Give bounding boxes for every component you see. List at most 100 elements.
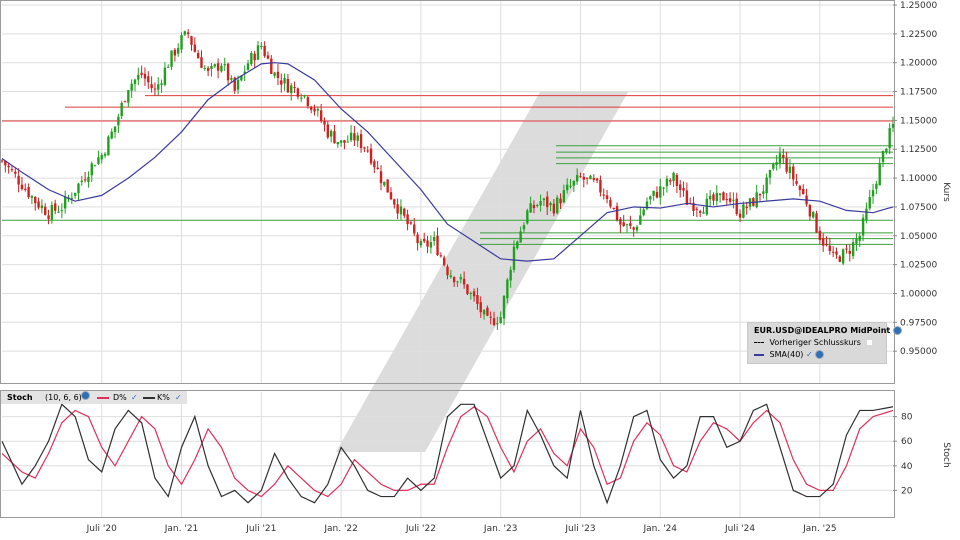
candle-body	[296, 88, 300, 97]
candle-body	[476, 295, 479, 304]
candle-body	[406, 214, 409, 225]
candle-body	[200, 57, 203, 68]
candle-body	[210, 65, 213, 69]
candle-body	[113, 126, 117, 133]
candle-body	[768, 169, 772, 178]
candle-body	[233, 77, 236, 91]
candle-body	[489, 316, 492, 318]
candle-body	[339, 140, 343, 143]
candle-body	[878, 163, 881, 186]
candle-body	[20, 184, 24, 190]
candle-body	[835, 251, 838, 255]
candle-body	[659, 186, 662, 198]
candle-body	[891, 124, 895, 128]
candle-body	[569, 185, 572, 187]
stoch-axis-title: Stoch	[941, 442, 951, 467]
candle-body	[888, 128, 891, 149]
candle-body	[442, 257, 446, 266]
candle-body	[725, 199, 728, 201]
candle-body	[253, 53, 256, 61]
candle-body	[765, 177, 768, 194]
check-icon[interactable]: ✓	[131, 393, 138, 402]
candle-body	[433, 236, 436, 241]
candle-body	[393, 199, 396, 205]
price-legend: EUR.USD@IDEALPRO MidPoint Vorheriger Sch…	[747, 322, 903, 364]
candle-body	[44, 206, 47, 215]
checkbox-icon[interactable]	[867, 340, 873, 345]
candle-body	[87, 176, 90, 182]
candle-body	[542, 198, 546, 201]
x-tick-label: Juli '24	[724, 524, 755, 534]
candle-body	[702, 212, 705, 214]
candle-body	[80, 180, 83, 182]
candle-body	[519, 231, 522, 243]
stoch-tick-label: 60	[901, 437, 913, 447]
candle-body	[0, 160, 4, 162]
candle-body	[316, 109, 320, 111]
sma-40-line	[1, 62, 894, 262]
price-panel-frame	[0, 0, 895, 384]
candle-body	[858, 235, 861, 241]
x-tick-label: Juli '22	[405, 524, 436, 534]
stoch-legend: Stoch (10, 6, 6) D% ✓ K% ✓	[1, 391, 187, 404]
candle-body	[605, 195, 609, 199]
x-tick-label: Jan. '25	[802, 524, 837, 534]
candle-body	[446, 266, 449, 276]
candle-body	[456, 281, 459, 283]
candle-body	[692, 202, 695, 211]
candle-body	[83, 179, 87, 181]
stoch-y-axis: 80 60 40 20	[893, 413, 913, 496]
candle-body	[675, 175, 679, 186]
check-icon[interactable]: ✓	[175, 393, 182, 402]
stoch-d-line	[1, 406, 894, 498]
check-icon[interactable]: ✓	[805, 350, 813, 359]
candle-body	[34, 196, 37, 204]
candle-body	[772, 163, 775, 169]
x-tick-label: Juli '23	[564, 524, 595, 534]
x-tick-label: Jan. '22	[323, 524, 358, 534]
candlesticks	[0, 29, 895, 330]
candle-body	[526, 210, 529, 224]
candle-body	[426, 240, 429, 247]
candle-body	[798, 186, 802, 190]
candle-body	[236, 79, 240, 90]
candle-body	[24, 188, 27, 190]
candle-body	[536, 205, 539, 207]
settings-icon[interactable]	[815, 350, 825, 359]
candle-body	[559, 198, 562, 204]
candle-body	[632, 227, 635, 230]
candle-body	[300, 97, 303, 99]
candle-body	[333, 131, 336, 144]
candle-body	[153, 88, 157, 90]
candle-body	[735, 198, 738, 215]
candle-body	[562, 190, 566, 203]
k-label: K%	[157, 393, 170, 402]
candle-body	[492, 318, 496, 326]
candle-body	[522, 225, 526, 230]
settings-icon[interactable]	[81, 391, 90, 400]
candle-body	[57, 211, 60, 213]
settings-icon[interactable]	[893, 326, 903, 335]
price-tick-label: 1.22500	[900, 30, 937, 40]
candle-body	[672, 172, 675, 182]
price-tick-label: 1.15000	[900, 116, 937, 126]
candle-body	[585, 177, 589, 179]
candle-body	[366, 150, 369, 152]
candle-body	[652, 190, 655, 196]
candle-body	[625, 224, 629, 226]
x-tick-label: Jan. '24	[643, 524, 678, 534]
candle-body	[715, 192, 718, 201]
candle-body	[213, 64, 216, 67]
candle-body	[738, 213, 742, 218]
candle-body	[479, 302, 482, 313]
stoch-tick-label: 20	[901, 486, 913, 496]
x-tick-label: Juli '21	[245, 524, 276, 534]
candle-body	[496, 323, 499, 325]
stoch-grid	[2, 392, 893, 517]
candle-body	[383, 181, 386, 186]
candle-body	[841, 249, 845, 264]
candle-body	[386, 179, 389, 193]
candle-body	[50, 204, 54, 220]
candle-body	[286, 78, 290, 93]
candle-body	[180, 35, 183, 50]
